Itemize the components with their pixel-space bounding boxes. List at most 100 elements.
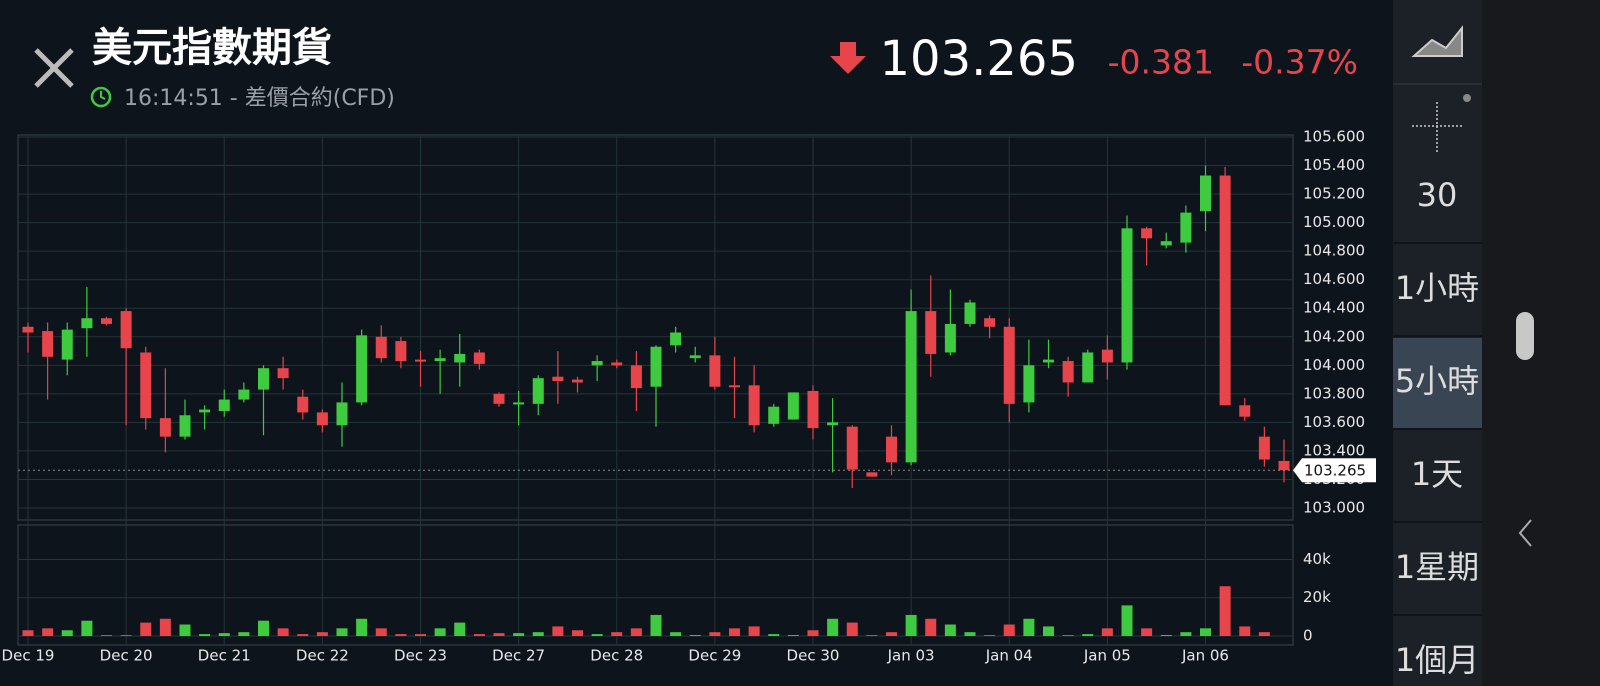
volume-bar [1101, 628, 1113, 636]
volume-bar [415, 634, 426, 636]
x-tick-label: Dec 23 [394, 647, 447, 665]
candle-body [336, 402, 348, 426]
volume-bar [395, 634, 407, 636]
candle-body [827, 422, 839, 426]
x-tick-label: Dec 19 [2, 647, 55, 665]
candle-body [513, 402, 525, 405]
candle-body [159, 418, 171, 437]
x-tick-label: Dec 21 [198, 647, 251, 665]
volume-bar [1258, 632, 1270, 636]
clock-hand [100, 91, 106, 100]
scroll-thumb[interactable] [1516, 312, 1534, 360]
change-pct: -0.37% [1241, 43, 1358, 82]
volume-bar [375, 628, 387, 636]
interval-button[interactable]: 5小時 [1395, 362, 1479, 400]
candle-body [748, 385, 760, 426]
candle-body [1219, 175, 1231, 406]
volume-bar [807, 630, 819, 636]
volume-tick-label: 40k [1303, 550, 1331, 568]
volume-bar [729, 628, 740, 636]
volume-bar [356, 618, 368, 636]
price: 103.265 [880, 31, 1079, 87]
candle-body [984, 318, 996, 327]
candle-body [493, 393, 505, 404]
volume-tick-label: 0 [1303, 627, 1313, 645]
x-tick-label: Dec 30 [787, 647, 840, 665]
candle-body [140, 352, 152, 419]
y-tick-label: 104.400 [1303, 299, 1365, 317]
interval-button[interactable]: 1天 [1411, 455, 1463, 493]
volume-bar [925, 618, 937, 636]
candle-body [316, 412, 328, 426]
volume-bar [61, 630, 73, 636]
y-tick-label: 104.600 [1303, 270, 1365, 288]
volume-bar [984, 635, 996, 636]
volume-bar [905, 614, 917, 636]
volume-bar [1141, 628, 1153, 636]
volume-bar [238, 632, 250, 636]
volume-bar [159, 618, 171, 636]
y-tick-label: 104.800 [1303, 242, 1365, 260]
volume-bar [1043, 626, 1054, 636]
candle-body [218, 399, 230, 411]
volume-bar [493, 633, 505, 636]
candle-body [689, 355, 701, 359]
collapse-arrow[interactable] [1518, 519, 1532, 547]
candle-body [611, 362, 623, 366]
volume-bar [1180, 632, 1192, 636]
candle-body [434, 358, 446, 362]
volume-tick-label: 20k [1303, 588, 1331, 606]
candle-body [709, 355, 721, 387]
candle-body [925, 311, 937, 354]
crosshair-icon[interactable] [1412, 102, 1462, 152]
down-arrow [830, 42, 866, 74]
candle-body [356, 335, 368, 403]
x-tick-label: Dec 27 [492, 647, 545, 665]
chart-type-icon[interactable] [1411, 25, 1463, 57]
volume-bar [120, 635, 132, 636]
selected-button-bg [1393, 338, 1482, 429]
candle-body [473, 352, 485, 364]
volume-bar [748, 626, 760, 636]
y-tick-label: 103.600 [1303, 413, 1365, 431]
candle-body [1043, 359, 1054, 363]
interval-button[interactable]: 1個月 [1395, 641, 1479, 679]
candle-body [395, 341, 407, 362]
volume-bar [787, 635, 799, 636]
candle-body [258, 368, 269, 390]
interval-button[interactable]: 30 [1417, 176, 1458, 214]
volume-bar [140, 622, 152, 636]
candle-body [42, 331, 54, 357]
candle-body [120, 311, 132, 349]
volume-bar [454, 622, 466, 636]
candle-body [787, 392, 799, 420]
candle-body [1239, 405, 1251, 417]
candle-body [1003, 326, 1015, 404]
candle-body [1121, 228, 1133, 363]
candle-body [61, 329, 73, 360]
volume-bar [101, 635, 112, 636]
candle-body [415, 359, 426, 362]
volume-bar [1121, 605, 1133, 636]
volume-bar [866, 635, 878, 636]
candle-body [532, 378, 544, 404]
volume-bar [768, 634, 780, 636]
close-icon[interactable] [34, 48, 74, 88]
interval-button[interactable]: 1小時 [1395, 269, 1479, 307]
candle-body [807, 391, 819, 429]
volume-bar [591, 634, 603, 636]
candle-body [199, 409, 211, 413]
volume-bar [827, 618, 839, 636]
interval-button[interactable]: 1星期 [1395, 548, 1479, 586]
x-tick-label: Jan 05 [1083, 647, 1131, 665]
candle-body [1101, 349, 1113, 363]
y-tick-label: 103.800 [1303, 384, 1365, 402]
volume-bar [886, 632, 897, 636]
candle-body [22, 326, 34, 333]
candle-body [1082, 352, 1094, 383]
volume-bar [1160, 635, 1172, 636]
volume-bar [532, 632, 544, 636]
candle-body [1180, 212, 1192, 243]
candle-body [81, 318, 93, 329]
volume-bar [552, 626, 564, 636]
